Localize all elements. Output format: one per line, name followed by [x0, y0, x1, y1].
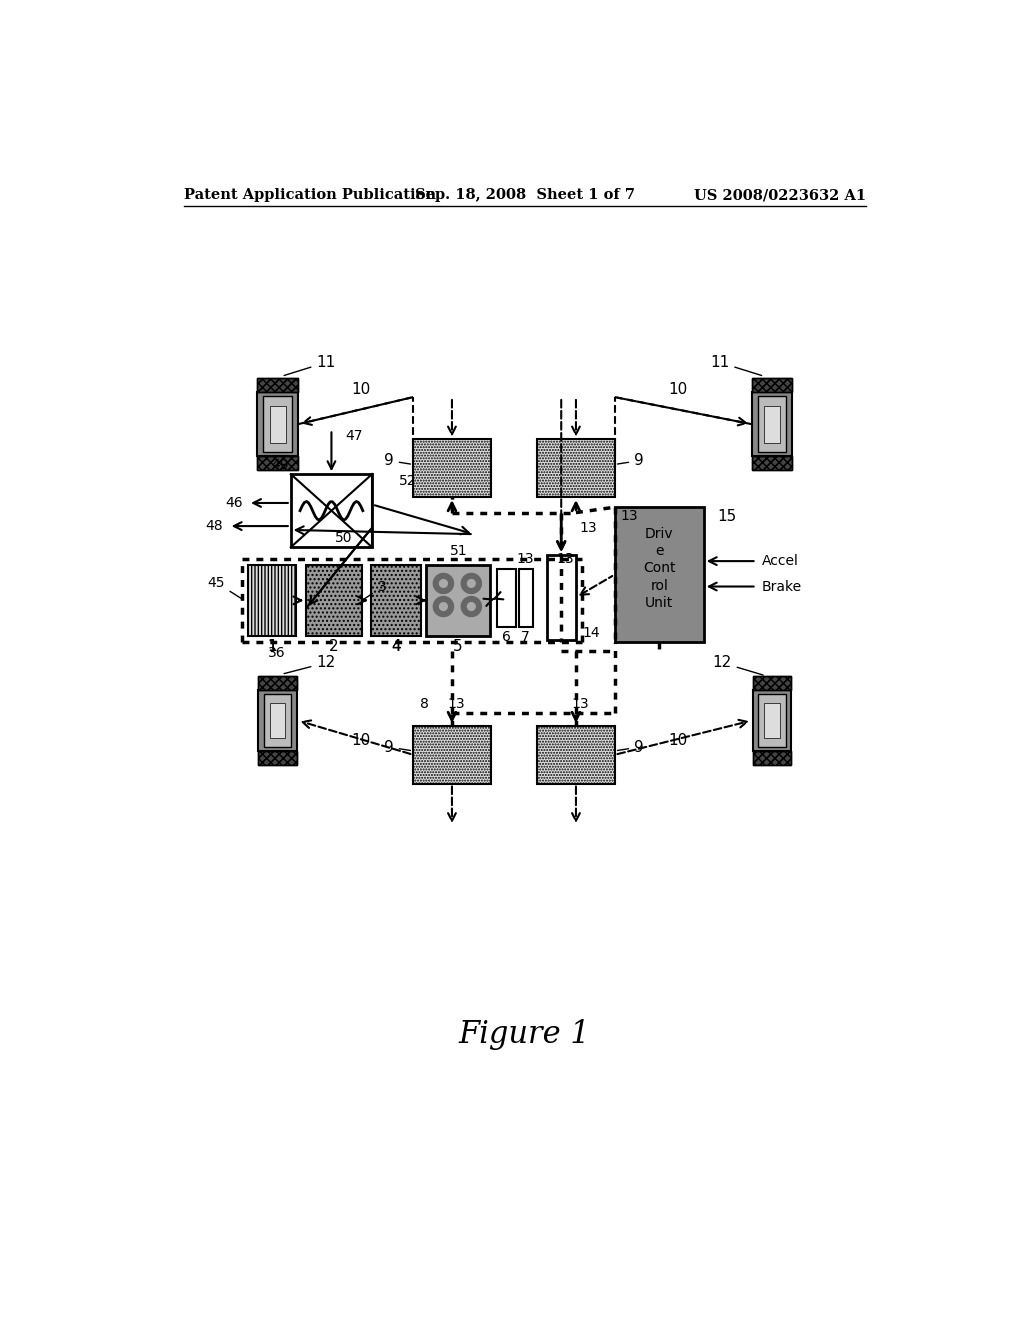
Text: 48: 48	[205, 519, 222, 533]
Bar	[538, 726, 614, 784]
Bar	[257, 378, 298, 392]
Bar	[263, 396, 292, 451]
Text: Sep. 18, 2008  Sheet 1 of 7: Sep. 18, 2008 Sheet 1 of 7	[415, 189, 635, 202]
Text: 6: 6	[502, 631, 511, 644]
Text: US 2008/0223632 A1: US 2008/0223632 A1	[693, 189, 866, 202]
Text: Patent Application Publication: Patent Application Publication	[183, 189, 436, 202]
Circle shape	[433, 573, 454, 594]
Text: 50: 50	[335, 531, 353, 545]
Bar	[753, 751, 792, 764]
Bar	[547, 554, 575, 640]
Text: Brake: Brake	[762, 579, 802, 594]
Bar	[414, 726, 490, 784]
Bar	[257, 392, 298, 457]
Bar	[414, 440, 490, 498]
Bar	[258, 676, 297, 689]
Text: 5: 5	[454, 639, 463, 655]
Circle shape	[439, 579, 447, 587]
Bar	[753, 751, 792, 764]
Text: 13: 13	[580, 521, 597, 535]
Text: 1: 1	[267, 639, 276, 655]
Bar	[306, 565, 362, 636]
Text: 15: 15	[718, 510, 737, 524]
Bar	[758, 396, 786, 451]
Bar	[518, 569, 532, 627]
Bar	[270, 702, 286, 738]
Bar	[269, 405, 286, 442]
Bar	[752, 378, 793, 392]
Text: 10: 10	[669, 381, 687, 397]
Bar	[614, 507, 703, 642]
Bar	[257, 378, 298, 392]
Text: 1: 1	[267, 639, 276, 655]
Text: 11: 11	[284, 355, 336, 375]
Bar	[258, 689, 297, 751]
Bar	[258, 751, 297, 764]
Circle shape	[461, 597, 481, 616]
Circle shape	[439, 603, 447, 610]
Text: 46: 46	[225, 496, 243, 510]
Bar	[371, 565, 421, 636]
Text: 36: 36	[267, 645, 285, 660]
Text: 49: 49	[271, 458, 289, 471]
Bar	[426, 565, 489, 636]
Bar	[538, 440, 614, 498]
Bar	[752, 457, 793, 470]
Bar	[497, 569, 516, 627]
Bar	[753, 676, 792, 689]
Text: 52: 52	[399, 474, 417, 488]
Text: Driv
e
Cont
rol
Unit: Driv e Cont rol Unit	[643, 527, 676, 610]
Text: 14: 14	[583, 627, 600, 640]
Text: 13: 13	[516, 552, 535, 566]
Bar	[258, 751, 297, 764]
Text: 9: 9	[384, 453, 411, 469]
Bar	[257, 457, 298, 470]
Bar	[753, 676, 792, 689]
Bar	[264, 694, 291, 747]
Bar	[752, 378, 793, 392]
Text: 9: 9	[384, 739, 411, 755]
Text: 8: 8	[420, 697, 429, 710]
Text: 10: 10	[669, 734, 687, 748]
Text: 13: 13	[621, 510, 639, 524]
Bar	[764, 405, 780, 442]
Text: 13: 13	[571, 697, 589, 710]
Text: 3: 3	[365, 581, 386, 599]
Text: 9: 9	[617, 739, 644, 755]
Circle shape	[467, 579, 475, 587]
Circle shape	[467, 603, 475, 610]
Text: 10: 10	[351, 381, 371, 397]
Text: 9: 9	[617, 453, 644, 469]
Bar	[258, 676, 297, 689]
Text: 7: 7	[521, 631, 530, 644]
Bar	[753, 689, 792, 751]
Text: 10: 10	[351, 734, 371, 748]
Text: 13: 13	[556, 552, 573, 566]
Bar	[291, 474, 372, 548]
Bar	[248, 565, 296, 636]
Text: Figure 1: Figure 1	[459, 1019, 591, 1051]
Text: 4: 4	[391, 639, 400, 655]
Circle shape	[433, 597, 454, 616]
Text: 11: 11	[711, 355, 762, 375]
Text: Accel: Accel	[762, 554, 799, 568]
Bar	[759, 694, 785, 747]
Text: 13: 13	[447, 697, 465, 710]
Bar	[257, 457, 298, 470]
Text: 2: 2	[330, 639, 339, 655]
Text: 12: 12	[713, 655, 763, 675]
Circle shape	[461, 573, 481, 594]
Bar	[752, 392, 793, 457]
Text: 12: 12	[284, 655, 336, 673]
Text: 51: 51	[451, 544, 468, 558]
Text: 4: 4	[391, 639, 400, 655]
Bar	[764, 702, 779, 738]
Text: 47: 47	[345, 429, 362, 442]
Bar	[752, 457, 793, 470]
Text: 45: 45	[208, 576, 242, 599]
